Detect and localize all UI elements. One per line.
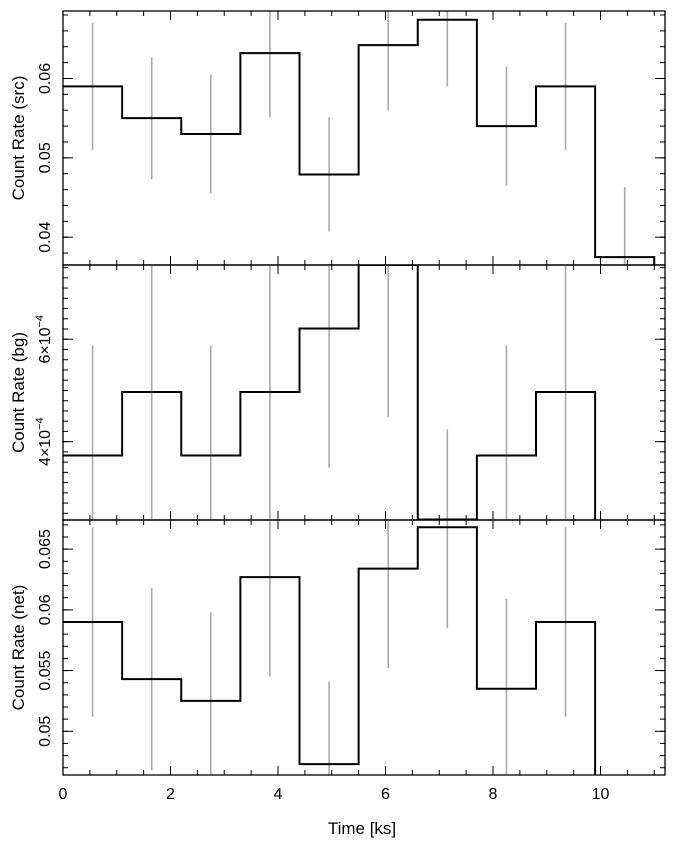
y-tick-exponent: −4 bbox=[34, 417, 46, 430]
x-tick-label: 4 bbox=[274, 786, 283, 803]
x-axis-label: Time [ks] bbox=[328, 819, 396, 838]
y-tick-label: 6×10−4 bbox=[34, 315, 54, 364]
y-tick-label: 0.04 bbox=[37, 222, 54, 253]
y-axis-label: Count Rate (bg) bbox=[9, 332, 28, 453]
y-tick-label: 0.06 bbox=[37, 63, 54, 94]
y-tick-label: 0.05 bbox=[37, 142, 54, 173]
y-tick-exponent: −4 bbox=[34, 315, 46, 328]
data-series-step bbox=[63, 265, 597, 520]
y-tick-label: 0.05 bbox=[37, 716, 54, 747]
panel-src: 0.04 0.05 0.06 Count Rate (src) bbox=[9, 10, 666, 266]
x-tick-label: 10 bbox=[592, 786, 610, 803]
y-tick-label: 0.055 bbox=[37, 650, 54, 690]
y-tick-mantissa: 4×10 bbox=[37, 430, 54, 466]
x-tick-label: 8 bbox=[489, 786, 498, 803]
y-axis-label: Count Rate (src) bbox=[9, 76, 28, 201]
y-tick-label: 0.065 bbox=[37, 529, 54, 569]
panel-frame bbox=[62, 519, 666, 776]
y-tick-label: 4×10−4 bbox=[34, 417, 54, 466]
x-tick-label: 6 bbox=[381, 786, 390, 803]
data-series-step bbox=[63, 526, 597, 775]
y-tick-label: 0.06 bbox=[37, 594, 54, 625]
x-tick-label: 2 bbox=[166, 786, 175, 803]
data-series-step bbox=[63, 18, 656, 265]
y-axis-label: Count Rate (net) bbox=[9, 585, 28, 711]
panel-net: 0.05 0.055 0.06 0.065 Count Rate (net) 0 2 4 6 8 1… bbox=[9, 519, 666, 803]
x-tick-label: 0 bbox=[59, 786, 68, 803]
panel-frame bbox=[62, 10, 666, 266]
y-tick-mantissa: 6×10 bbox=[37, 327, 54, 363]
